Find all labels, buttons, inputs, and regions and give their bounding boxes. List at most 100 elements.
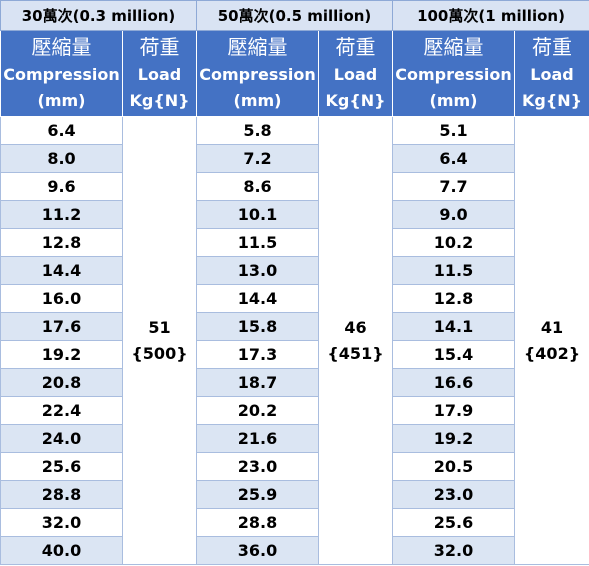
load-value-cell: 46 {451} xyxy=(318,116,393,565)
compression-value-cell: 17.6 xyxy=(0,312,123,341)
compression-value-cell: 19.2 xyxy=(392,424,515,453)
table-row: 6.4 51 {500} 5.8 46 {451} 5.1 41 {402} xyxy=(0,116,589,565)
compression-header: 壓縮量 Compression (mm) xyxy=(0,30,123,117)
compression-header: 壓縮量 Compression (mm) xyxy=(392,30,515,117)
load-header-unit: Kg{N} xyxy=(325,90,386,110)
cycle-header-2: 50萬次(0.5 million) xyxy=(196,0,393,31)
compression-value-cell: 14.4 xyxy=(0,256,123,285)
table-row: 24.0 21.6 19.2 xyxy=(0,424,589,453)
compression-value-cell: 16.0 xyxy=(0,284,123,313)
compression-value-cell: 20.5 xyxy=(392,452,515,481)
compression-value-cell: 32.0 xyxy=(392,536,515,565)
compression-value-cell: 9.6 xyxy=(0,172,123,201)
table-row: 14.4 13.0 11.5 xyxy=(0,256,589,285)
load-header: 荷重 Load Kg{N} xyxy=(514,30,589,117)
load-header-unit: Kg{N} xyxy=(129,90,190,110)
compression-header-unit: (mm) xyxy=(233,90,282,110)
compression-value-cell: 15.4 xyxy=(392,340,515,369)
load-kg-value: 51 xyxy=(148,317,171,337)
compression-value-cell: 14.4 xyxy=(196,284,319,313)
compression-value-cell: 5.8 xyxy=(196,116,319,145)
table-row: 9.6 8.6 7.7 xyxy=(0,172,589,201)
compression-header-zh: 壓縮量 xyxy=(31,34,92,59)
load-header-zh: 荷重 xyxy=(532,34,572,59)
compression-value-cell: 18.7 xyxy=(196,368,319,397)
load-kg-value: 41 xyxy=(540,317,564,337)
table-row: 32.0 28.8 25.6 xyxy=(0,508,589,537)
compression-value-cell: 11.5 xyxy=(392,256,515,285)
compression-header-en: Compression xyxy=(3,64,120,84)
compression-value-cell: 20.8 xyxy=(0,368,123,397)
table-row: 19.2 17.3 15.4 xyxy=(0,340,589,369)
table-row: 28.8 25.9 23.0 xyxy=(0,480,589,509)
table-row: 40.0 36.0 32.0 xyxy=(0,536,589,565)
table-body: 6.4 51 {500} 5.8 46 {451} 5.1 41 {402} 8.0 7.2 6.4 9… xyxy=(0,116,589,565)
load-kg-value: 46 xyxy=(344,317,367,337)
compression-value-cell: 9.0 xyxy=(392,200,515,229)
cycle-header-1: 30萬次(0.3 million) xyxy=(0,0,197,31)
compression-header: 壓縮量 Compression (mm) xyxy=(196,30,319,117)
load-value-cell: 41 {402} xyxy=(514,116,589,565)
compression-value-cell: 23.0 xyxy=(392,480,515,509)
compression-value-cell: 8.0 xyxy=(0,144,123,173)
compression-value-cell: 21.6 xyxy=(196,424,319,453)
compression-value-cell: 32.0 xyxy=(0,508,123,537)
compression-header-zh: 壓縮量 xyxy=(227,34,288,59)
table-row: 20.8 18.7 16.6 xyxy=(0,368,589,397)
compression-value-cell: 17.9 xyxy=(392,396,515,425)
compression-value-cell: 10.2 xyxy=(392,228,515,257)
compression-header-zh: 壓縮量 xyxy=(423,34,484,59)
compression-value-cell: 40.0 xyxy=(0,536,123,565)
load-header-en: Load xyxy=(333,64,378,84)
compression-value-cell: 13.0 xyxy=(196,256,319,285)
compression-value-cell: 7.2 xyxy=(196,144,319,173)
table-row: 22.4 20.2 17.9 xyxy=(0,396,589,425)
compression-value-cell: 28.8 xyxy=(0,480,123,509)
compression-value-cell: 20.2 xyxy=(196,396,319,425)
column-header-row: 壓縮量 Compression (mm) 荷重 Load Kg{N} 壓縮量 Compre… xyxy=(0,30,589,117)
load-header-en: Load xyxy=(530,64,574,84)
table-row: 12.8 11.5 10.2 xyxy=(0,228,589,257)
compression-value-cell: 8.6 xyxy=(196,172,319,201)
table-row: 17.6 15.8 14.1 xyxy=(0,312,589,341)
compression-header-en: Compression xyxy=(199,64,316,84)
compression-value-cell: 16.6 xyxy=(392,368,515,397)
compression-value-cell: 7.7 xyxy=(392,172,515,201)
compression-header-unit: (mm) xyxy=(37,90,86,110)
table-row: 8.0 7.2 6.4 xyxy=(0,144,589,173)
compression-value-cell: 25.9 xyxy=(196,480,319,509)
compression-value-cell: 19.2 xyxy=(0,340,123,369)
load-newton-value: {402} xyxy=(523,343,581,363)
compression-value-cell: 12.8 xyxy=(0,228,123,257)
compression-header-unit: (mm) xyxy=(429,90,478,110)
load-header-en: Load xyxy=(137,64,182,84)
compression-value-cell: 25.6 xyxy=(392,508,515,537)
compression-value-cell: 12.8 xyxy=(392,284,515,313)
load-newton-value: {500} xyxy=(131,343,188,363)
compression-value-cell: 6.4 xyxy=(0,116,123,145)
load-value-cell: 51 {500} xyxy=(122,116,197,565)
compression-value-cell: 36.0 xyxy=(196,536,319,565)
compression-value-cell: 5.1 xyxy=(392,116,515,145)
table-row: 11.2 10.1 9.0 xyxy=(0,200,589,229)
compression-value-cell: 10.1 xyxy=(196,200,319,229)
compression-header-en: Compression xyxy=(395,64,512,84)
compression-value-cell: 23.0 xyxy=(196,452,319,481)
compression-value-cell: 28.8 xyxy=(196,508,319,537)
compression-value-cell: 17.3 xyxy=(196,340,319,369)
load-header: 荷重 Load Kg{N} xyxy=(122,30,197,117)
cycle-header-row: 30萬次(0.3 million) 50萬次(0.5 million) 100萬… xyxy=(0,0,589,31)
compression-value-cell: 25.6 xyxy=(0,452,123,481)
load-header: 荷重 Load Kg{N} xyxy=(318,30,393,117)
load-newton-value: {451} xyxy=(327,343,384,363)
compression-value-cell: 14.1 xyxy=(392,312,515,341)
cycle-header-3: 100萬次(1 million) xyxy=(392,0,589,31)
table-row: 16.0 14.4 12.8 xyxy=(0,284,589,313)
load-header-zh: 荷重 xyxy=(139,34,180,59)
table-row: 25.6 23.0 20.5 xyxy=(0,452,589,481)
compression-value-cell: 11.2 xyxy=(0,200,123,229)
compression-value-cell: 15.8 xyxy=(196,312,319,341)
compression-value-cell: 6.4 xyxy=(392,144,515,173)
